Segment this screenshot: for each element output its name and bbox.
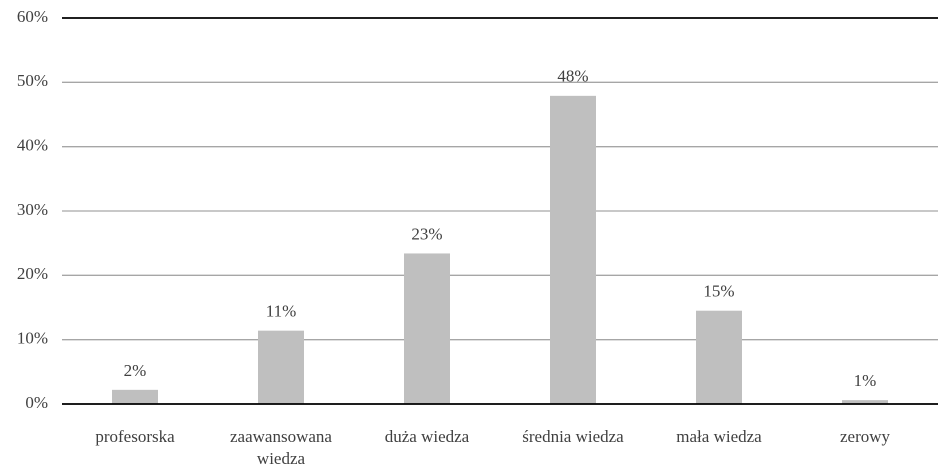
bar xyxy=(258,330,304,404)
y-tick-label: 40% xyxy=(17,136,48,155)
value-label: 15% xyxy=(703,282,734,301)
bar xyxy=(112,389,158,404)
bar xyxy=(842,400,888,404)
bar xyxy=(550,95,596,405)
y-tick-label: 20% xyxy=(17,264,48,283)
x-tick-label: mała wiedza xyxy=(676,427,762,446)
y-tick-label: 0% xyxy=(25,393,48,412)
bar xyxy=(696,310,742,404)
x-tick-label: duża wiedza xyxy=(385,427,470,446)
value-label: 23% xyxy=(411,224,442,243)
y-tick-label: 60% xyxy=(17,7,48,26)
y-tick-label: 10% xyxy=(17,329,48,348)
value-label: 11% xyxy=(266,302,297,321)
y-tick-label: 50% xyxy=(17,71,48,90)
y-tick-label: 30% xyxy=(17,200,48,219)
x-tick-label: zerowy xyxy=(840,427,891,446)
bar xyxy=(404,253,450,404)
x-tick-label: średnia wiedza xyxy=(522,427,624,446)
x-tick-label: zaawansowana wiedza xyxy=(230,427,332,468)
value-label: 2% xyxy=(124,361,147,380)
value-label: 1% xyxy=(854,371,877,390)
value-label: 48% xyxy=(557,67,588,86)
x-tick-label: profesorska xyxy=(95,427,175,446)
